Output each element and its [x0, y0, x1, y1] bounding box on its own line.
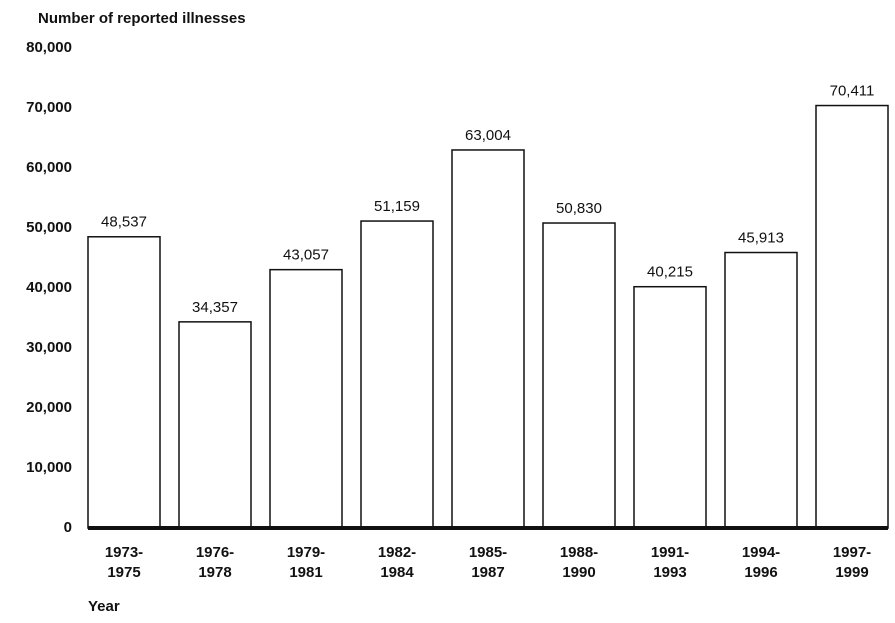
value-label: 70,411	[830, 83, 875, 100]
value-label: 40,215	[647, 264, 693, 281]
y-tick-label: 80,000	[26, 39, 72, 56]
bar	[269, 268, 343, 529]
y-tick-label: 40,000	[26, 279, 72, 296]
bar	[815, 104, 889, 529]
bar	[360, 220, 434, 529]
x-tick-label: 1991- 1993	[650, 544, 690, 581]
y-tick-label: 70,000	[26, 99, 72, 116]
value-label: 63,004	[465, 127, 511, 144]
bar	[542, 222, 616, 529]
x-axis-title: Year	[88, 598, 120, 615]
bar	[724, 251, 798, 529]
x-tick-label: 1994- 1996	[741, 544, 781, 581]
x-tick-label: 1988- 1990	[559, 544, 599, 581]
x-tick-label: 1982- 1984	[377, 544, 417, 581]
value-label: 50,830	[556, 200, 602, 217]
y-tick-label: 60,000	[26, 159, 72, 176]
bar	[178, 321, 252, 529]
y-axis-title: Number of reported illnesses	[38, 10, 246, 27]
bar	[87, 236, 161, 529]
value-label: 45,913	[738, 229, 784, 246]
y-tick-label: 0	[64, 519, 72, 536]
y-tick-label: 30,000	[26, 339, 72, 356]
value-label: 48,537	[101, 214, 147, 231]
bar	[451, 149, 525, 529]
x-tick-label: 1997- 1999	[832, 544, 872, 581]
x-tick-label: 1979- 1981	[286, 544, 326, 581]
bar	[633, 285, 707, 529]
value-label: 43,057	[283, 247, 329, 264]
y-tick-label: 10,000	[26, 459, 72, 476]
x-tick-label: 1976- 1978	[195, 544, 235, 581]
y-tick-label: 20,000	[26, 399, 72, 416]
y-tick-label: 50,000	[26, 219, 72, 236]
value-label: 51,159	[374, 198, 420, 215]
x-tick-label: 1973- 1975	[104, 544, 144, 581]
x-tick-label: 1985- 1987	[468, 544, 508, 581]
value-label: 34,357	[192, 299, 238, 316]
